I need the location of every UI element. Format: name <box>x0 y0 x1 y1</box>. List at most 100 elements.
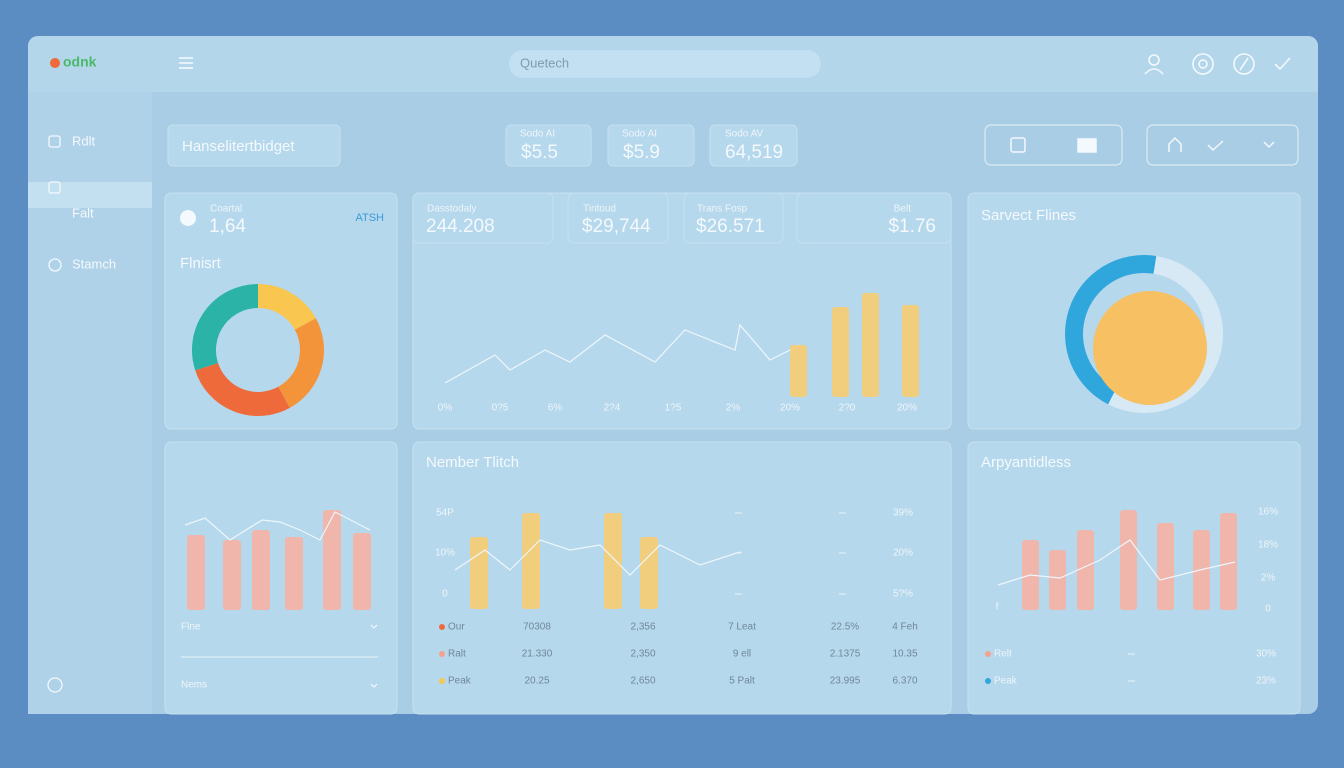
x-tick-label: 2?4 <box>604 403 621 414</box>
header-title-box <box>167 124 341 167</box>
donut-segment <box>1065 255 1157 405</box>
line <box>444 323 801 384</box>
stat-box <box>607 124 695 167</box>
table-cell: 23.995 <box>830 676 861 687</box>
bar <box>862 293 879 397</box>
card-title: Sarvect Flines <box>981 207 1076 224</box>
line <box>997 539 1236 586</box>
table-cell: 2.1375 <box>830 649 861 660</box>
line <box>454 539 741 576</box>
line <box>184 511 371 541</box>
x-tick-label: 2% <box>726 403 741 414</box>
stat-label: Sodo AI <box>622 129 657 140</box>
stat-value: $29,744 <box>582 216 651 237</box>
x-tick-label: 20% <box>780 403 800 414</box>
x-tick-label: 0?5 <box>492 403 509 414</box>
stat-box <box>412 192 554 244</box>
bar <box>640 537 658 609</box>
bar <box>323 510 341 610</box>
table-cell: 10.35 <box>892 649 917 660</box>
sidebar-item[interactable]: Falt <box>72 205 94 220</box>
list-item[interactable]: Nems <box>181 680 207 691</box>
table-cell: 20.25 <box>524 676 549 687</box>
table-cell: 2,350 <box>630 649 655 660</box>
sidebar-icons <box>47 135 63 693</box>
stat-box <box>505 124 592 167</box>
bar <box>285 537 303 610</box>
donut-segment <box>192 284 259 371</box>
donut-center <box>1093 291 1207 405</box>
card-title: Arpyantidless <box>981 454 1071 471</box>
table-cell: 6.370 <box>892 676 917 687</box>
stat-value: $5.9 <box>623 142 660 163</box>
legend-dot <box>985 651 991 657</box>
y-tick-label: 2% <box>1261 573 1276 584</box>
bar <box>1157 523 1174 610</box>
card <box>164 441 398 715</box>
list-item[interactable]: Flne <box>181 622 201 633</box>
stat-box <box>709 124 798 167</box>
kpi-label: Coartal <box>210 204 242 215</box>
menu-icon[interactable] <box>179 57 193 69</box>
legend-value: 30% <box>1256 649 1276 660</box>
legend-value: 23% <box>1256 676 1276 687</box>
stat-box <box>796 192 952 244</box>
stat-label: Trans Fosp <box>697 204 748 215</box>
donut-segment <box>195 362 290 416</box>
card <box>412 192 952 430</box>
dashes <box>735 512 1135 682</box>
y-tick-label: 0 <box>1265 604 1271 615</box>
bar <box>790 345 807 397</box>
bar <box>187 535 205 610</box>
legend-dot <box>439 624 445 630</box>
y-tick-label: 16% <box>1258 507 1278 518</box>
stat-label: Tintoud <box>583 204 616 215</box>
header-stats: Sodo AI $5.5 Sodo AI $5.9 Sodo AV 64,519 <box>505 124 798 167</box>
info-icon <box>180 210 196 226</box>
topbar-base <box>28 82 1318 92</box>
sidebar-item[interactable]: Stamch <box>72 256 116 271</box>
bar <box>252 530 270 610</box>
table-cell: Ralt <box>448 649 466 660</box>
kpi-tag: ATSH <box>355 212 384 224</box>
stat-label: Sodo AI <box>520 129 555 140</box>
bar <box>353 533 371 610</box>
table-cell: Peak <box>448 676 472 687</box>
donut-segment <box>257 284 316 331</box>
stat-box <box>567 192 669 244</box>
y2-tick-label: 20% <box>893 548 913 559</box>
table-cell: 22.5% <box>831 622 859 633</box>
stat-value: 64,519 <box>725 142 783 163</box>
y2-tick-label: 39% <box>893 508 913 519</box>
bar <box>470 537 488 609</box>
legend-label: Relt <box>994 649 1012 660</box>
button-icons[interactable] <box>1010 136 1275 153</box>
y-tick-label: 18% <box>1258 540 1278 551</box>
search-placeholder: Quetech <box>520 55 569 70</box>
table-cell: 4 Feh <box>892 622 918 633</box>
sidebar-item[interactable]: Rdlt <box>72 133 96 148</box>
legend-dot <box>439 678 445 684</box>
y-tick-label: 54P <box>436 508 454 519</box>
y-tick-label: f <box>996 602 999 613</box>
button-group[interactable] <box>984 124 1123 166</box>
search-box[interactable] <box>509 50 821 78</box>
bar <box>902 305 919 397</box>
logo: odnk <box>63 54 97 70</box>
stat-box <box>683 192 784 244</box>
table-cell: 2,650 <box>630 676 655 687</box>
card-title: Nember Tlitch <box>426 454 519 471</box>
table-cell: Our <box>448 622 465 633</box>
chevrons[interactable] <box>370 624 378 688</box>
x-tick-label: 0% <box>438 403 453 414</box>
button-group[interactable] <box>1146 124 1299 166</box>
top-icons[interactable] <box>1144 53 1291 75</box>
trend-stats: Dasstodaly 244.208 Tintoud $29,744 Trans… <box>412 192 952 244</box>
legend-dot <box>439 651 445 657</box>
y-tick-label: 0 <box>442 589 448 600</box>
bar <box>1077 530 1094 610</box>
stat-value: $5.5 <box>521 142 558 163</box>
y-tick-label: 10% <box>435 548 455 559</box>
